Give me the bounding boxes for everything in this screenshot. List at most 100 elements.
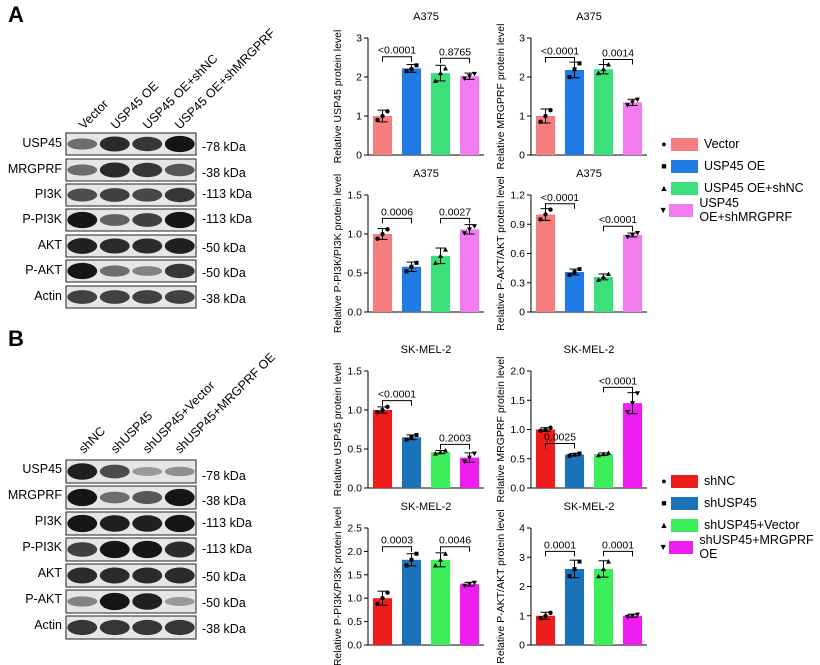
legend-b: ● shNC ■ shUSP45 ▲ shUSP45+Vector ▼ shUS… [657, 470, 820, 561]
y-tick-label: 4 [519, 523, 525, 535]
bar [459, 229, 480, 312]
p-value-label: <0.0001 [599, 214, 637, 226]
bar [593, 69, 614, 155]
data-point [548, 207, 553, 212]
data-point [548, 425, 553, 430]
blot-band [67, 188, 98, 202]
blot-band [132, 290, 163, 304]
y-tick-label: 1.5 [347, 569, 362, 581]
data-point [635, 612, 640, 618]
y-tick-label: 1.5 [510, 395, 525, 407]
square-marker-icon: ■ [661, 498, 667, 508]
bar [430, 452, 451, 488]
blot-label: MRGPRF [7, 162, 62, 176]
kda-label: -38 kDa [202, 622, 246, 636]
data-point [567, 574, 572, 579]
data-point [577, 451, 582, 456]
data-point [606, 450, 611, 455]
data-point [577, 559, 582, 564]
blot-band [132, 619, 163, 636]
data-point [538, 428, 543, 433]
data-point [543, 212, 548, 217]
kda-label: -113 kDa [202, 212, 252, 226]
y-tick-label: 1 [356, 111, 362, 123]
chart-title: A375 [576, 11, 602, 23]
y-axis-label: Relative P-AKT/AKT protein level [495, 176, 507, 330]
data-point [433, 451, 438, 456]
bar [622, 615, 643, 645]
kda-label: -50 kDa [202, 266, 246, 280]
blot-band [67, 463, 98, 480]
blot-band [164, 135, 195, 153]
p-value-label: 0.0001 [602, 539, 634, 551]
data-point [625, 614, 630, 620]
blot-band [132, 213, 163, 227]
data-point [548, 610, 553, 616]
circle-marker-icon: ● [661, 139, 667, 149]
y-tick-label: 0.9 [510, 219, 525, 231]
bar [564, 568, 585, 645]
data-point [538, 217, 543, 222]
blot-band [164, 238, 195, 254]
blot-band [164, 466, 195, 477]
blot-band [132, 567, 163, 584]
blot-label: AKT [37, 566, 62, 580]
y-tick-label: 2.0 [347, 546, 362, 558]
blot-band [164, 263, 195, 279]
data-point [635, 97, 640, 103]
y-tick-label: 0.0 [347, 483, 362, 495]
data-point [635, 231, 640, 236]
y-tick-label: 2 [519, 72, 525, 84]
data-point [409, 264, 414, 269]
blot-label: P-AKT [25, 592, 62, 606]
data-point [409, 435, 414, 440]
data-point [433, 260, 438, 265]
data-point [538, 615, 543, 621]
y-tick-label: 1 [519, 111, 525, 123]
significance-bracket [545, 550, 575, 557]
data-point [625, 103, 630, 108]
data-point [596, 452, 601, 458]
blot-label: Actin [34, 289, 62, 303]
blot-band [67, 164, 98, 176]
kda-label: -50 kDa [202, 570, 246, 584]
blot-band [164, 290, 195, 304]
significance-bracket [545, 57, 575, 63]
data-point [438, 70, 443, 76]
legend-item: ▲ shUSP45+Vector [657, 514, 820, 536]
data-point [385, 109, 390, 114]
y-tick-label: 2 [519, 581, 525, 593]
p-value-label: 0.8765 [439, 46, 471, 58]
blot-label: USP45 [22, 462, 62, 476]
chart-title: SK-MEL-2 [401, 344, 452, 356]
bar [430, 73, 451, 155]
blot-band [164, 567, 195, 584]
data-point [467, 582, 472, 587]
significance-bracket [440, 217, 470, 224]
blot-label: USP45 [22, 136, 62, 150]
blot-band [99, 188, 130, 202]
legend-swatch [669, 540, 694, 554]
y-tick-label: 0.0 [347, 640, 362, 652]
y-tick-label: 2 [356, 72, 362, 84]
blot-band [132, 515, 163, 532]
data-point [414, 432, 419, 437]
y-axis-label: Relative MRGPRF protein level [495, 357, 507, 503]
bar [622, 403, 643, 488]
blot-band [164, 488, 195, 507]
blot-band [99, 214, 130, 226]
data-point [433, 78, 438, 83]
blot-strip [65, 589, 197, 614]
blot-band [67, 596, 98, 607]
data-point [438, 253, 443, 258]
p-value-label: 0.0001 [544, 539, 576, 551]
data-point [404, 437, 409, 442]
legend-label: USP45 OE [704, 159, 766, 173]
data-point [443, 247, 448, 252]
legend-swatch [671, 474, 698, 488]
blot-label: P-PI3K [22, 212, 62, 226]
y-tick-label: 0.5 [347, 444, 362, 456]
kda-label: -50 kDa [202, 241, 246, 255]
legend-swatch [671, 181, 698, 195]
kda-label: -38 kDa [202, 494, 246, 508]
